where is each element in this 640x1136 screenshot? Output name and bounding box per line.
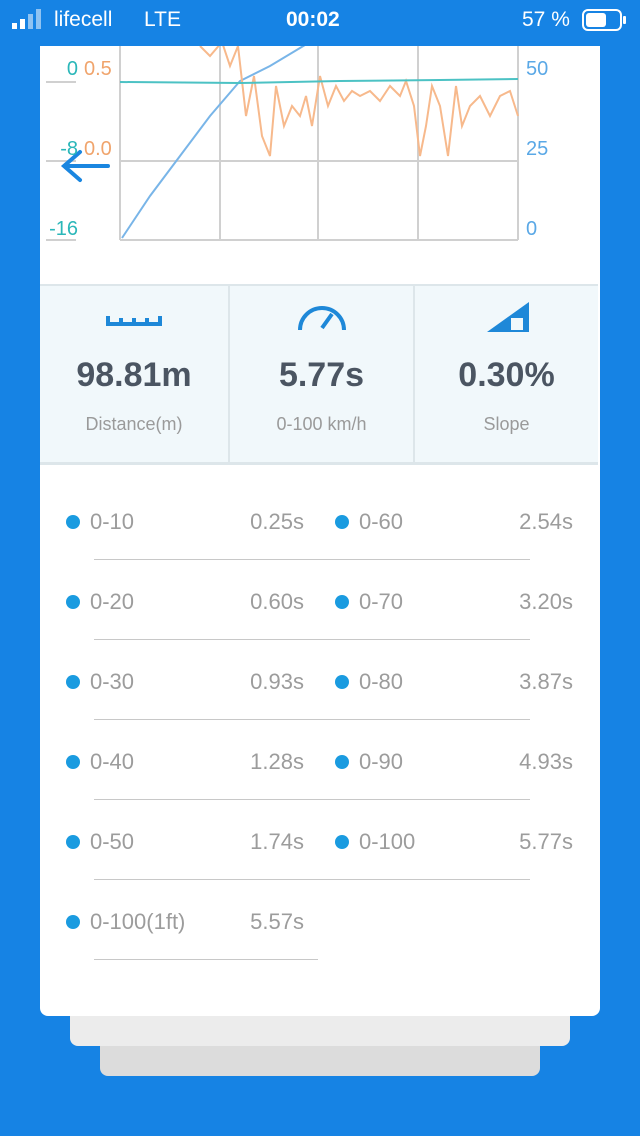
- split-time: 5.77s: [519, 829, 573, 854]
- stat-icon: [297, 306, 346, 331]
- separator: [318, 639, 530, 640]
- stat-value: 0.30%: [458, 356, 555, 394]
- stat-cell: 5.77s 0-100 km/h: [230, 284, 415, 465]
- split-time: 2.54s: [519, 509, 573, 534]
- bullet: [66, 755, 80, 769]
- axis-label: -16: [49, 218, 78, 240]
- split-label: 0-50: [90, 829, 135, 854]
- network: LTE: [144, 8, 181, 31]
- status-bar: lifecell LTE 00:02 57 %: [0, 0, 640, 42]
- separator: [94, 719, 318, 720]
- split-time: 1.74s: [250, 829, 304, 854]
- axis-label: -8: [60, 138, 78, 160]
- stacked-card: [100, 1046, 540, 1076]
- split-time: 3.87s: [519, 669, 573, 694]
- bullet: [335, 835, 349, 849]
- stat-cell: 98.81m Distance(m): [40, 284, 230, 465]
- stat-icon: [106, 316, 162, 326]
- bullet: [335, 675, 349, 689]
- split-time: 0.93s: [250, 669, 304, 694]
- split-label: 0-70: [359, 589, 404, 614]
- stat-cell: 0.30% Slope: [415, 284, 598, 465]
- stat-value: 98.81m: [76, 356, 192, 394]
- battery-level: 57 %: [522, 8, 570, 31]
- graph: [46, 46, 519, 241]
- split-label: 0-90: [359, 749, 404, 774]
- stat-label: Distance(m): [85, 414, 183, 434]
- slope-line: [119, 78, 519, 85]
- axis-label: 50: [526, 58, 549, 80]
- axis-label: 0: [526, 218, 538, 240]
- split-label: 0-100: [359, 829, 416, 854]
- split-label: 0-40: [90, 749, 135, 774]
- axis-label: 25: [526, 138, 549, 160]
- split-label: 0-30: [90, 669, 135, 694]
- split-time: 4.93s: [519, 749, 573, 774]
- battery-icon: [582, 9, 626, 31]
- stat-label: Slope: [483, 414, 530, 434]
- split-label: 0-100(1ft): [90, 909, 186, 934]
- carrier: lifecell: [54, 8, 113, 31]
- bullet: [66, 515, 80, 529]
- bullet: [66, 595, 80, 609]
- split-label: 0-20: [90, 589, 135, 614]
- bullet: [66, 675, 80, 689]
- split-time: 0.60s: [250, 589, 304, 614]
- stat-value: 5.77s: [278, 356, 365, 394]
- split-time: 1.28s: [250, 749, 304, 774]
- signal-icon: [12, 9, 41, 29]
- stat-icon: [486, 302, 529, 332]
- split-label: 0-10: [90, 509, 135, 534]
- separator: [94, 639, 318, 640]
- bullet: [335, 595, 349, 609]
- speed-line: [121, 46, 306, 239]
- axis-label: 0.5: [84, 58, 112, 80]
- separator: [94, 799, 318, 800]
- separator: [318, 799, 530, 800]
- split-time: 0.25s: [250, 509, 304, 534]
- bullet: [66, 835, 80, 849]
- split-time: 5.57s: [250, 909, 304, 934]
- bullet: [66, 915, 80, 929]
- separator: [318, 719, 530, 720]
- stat-label: 0-100 km/h: [276, 414, 367, 434]
- split-label: 0-80: [359, 669, 404, 694]
- axis-label: 0.0: [84, 138, 112, 160]
- result-card: 0-10 0.25s 0-20 0.60s 0-30 0.93s 0-40 1.28s 0-50…: [40, 46, 600, 1016]
- clock: 00:02: [286, 8, 340, 31]
- bullet: [335, 755, 349, 769]
- separator: [318, 559, 530, 560]
- stacked-card: [70, 1016, 570, 1046]
- split-label: 0-60: [359, 509, 404, 534]
- separator: [94, 879, 318, 880]
- axis-label: 0: [66, 58, 78, 80]
- bullet: [335, 515, 349, 529]
- acceleration-line: [199, 46, 519, 157]
- separator: [94, 959, 318, 960]
- separator: [94, 559, 318, 560]
- separator: [318, 879, 530, 880]
- back-button[interactable]: [60, 150, 110, 182]
- split-time: 3.20s: [519, 589, 573, 614]
